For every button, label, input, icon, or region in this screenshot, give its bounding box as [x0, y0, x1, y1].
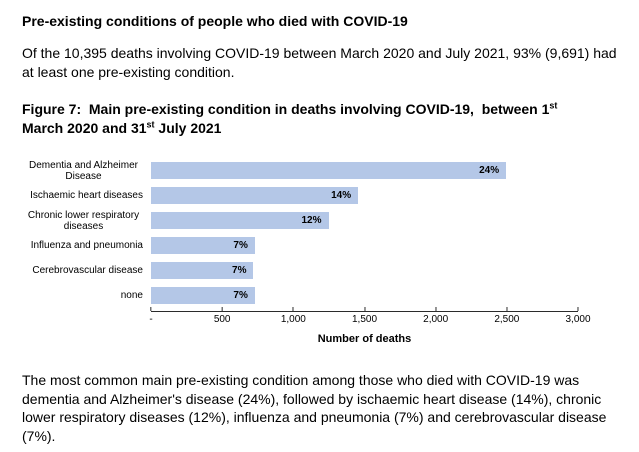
tick-mark [221, 307, 223, 311]
x-axis-tick: 1,000 [281, 307, 306, 325]
bar-track: 24% [151, 162, 578, 179]
bar-track: 7% [151, 262, 578, 279]
category-label-text: Ischaemic heart diseases [30, 190, 143, 201]
tick-mark [364, 307, 365, 311]
tick-mark [435, 307, 437, 311]
category-label-text: Dementia and Alzheimer Disease [29, 159, 138, 182]
chart-row: Chronic lower respiratory diseases 12% [24, 208, 625, 233]
x-axis-tick: 1,500 [352, 307, 377, 325]
chart-row: Cerebrovascular disease 7% [24, 258, 625, 283]
tick-label: 2,500 [494, 314, 520, 325]
category-label-text: Chronic lower respiratory diseases [27, 209, 140, 232]
tick-label: 1,000 [280, 314, 306, 325]
chart-row: none 7% [24, 283, 625, 308]
bar-value-label: 7% [233, 290, 248, 301]
x-axis-tick: 3,000 [565, 307, 591, 325]
figure-title-part2: March 2020 and 31 [22, 119, 147, 136]
category-label-cerebrovascular: Cerebrovascular disease [24, 258, 147, 283]
category-label-dementia: Dementia and Alzheimer Disease [24, 158, 147, 183]
chart-row: Ischaemic heart diseases 14% [24, 183, 625, 208]
axis-spacer [24, 311, 147, 329]
figure-title-sup2: st [146, 118, 155, 129]
x-axis-tick: 500 [214, 307, 231, 325]
category-label-ischaemic: Ischaemic heart diseases [24, 183, 147, 208]
chart-row: Influenza and pneumonia 7% [24, 233, 625, 258]
category-label-respiratory: Chronic lower respiratory diseases [24, 208, 147, 233]
bar-track: 7% [151, 287, 578, 304]
page-title: Pre-existing conditions of people who di… [22, 13, 408, 29]
axis-spacer [24, 333, 147, 345]
x-axis: - 500 1,000 1,500 2,000 2,500 3,000 [149, 307, 591, 329]
bar-respiratory: 12% [151, 212, 329, 229]
bar-track: 12% [151, 212, 578, 229]
bar-cerebrovascular: 7% [151, 262, 254, 279]
figure-title-part3: July 2021 [154, 119, 222, 136]
bar-track: 7% [151, 237, 578, 254]
category-label-text: Influenza and pneumonia [30, 240, 143, 251]
bar-dementia: 24% [151, 162, 507, 179]
bar-value-label: 14% [331, 190, 352, 201]
tick-mark [577, 307, 579, 311]
bar-track: 14% [151, 187, 578, 204]
category-label-none: none [24, 283, 147, 308]
figure-title-part1: Figure 7: Main pre-existing condition in… [22, 101, 550, 117]
summary-paragraph: The most common main pre-existing condit… [22, 372, 607, 444]
tick-mark [292, 307, 294, 311]
tick-label: 1,500 [351, 314, 378, 325]
tick-label: 3,000 [565, 314, 591, 325]
tick-mark [506, 307, 508, 311]
tick-mark [150, 307, 152, 311]
bar-value-label: 7% [233, 240, 248, 251]
figure-title: Figure 7: Main pre-existing condition in… [22, 100, 632, 137]
bar-ischaemic: 14% [151, 187, 359, 204]
x-axis-tick: 2,000 [423, 307, 448, 325]
bar-value-label: 7% [232, 265, 247, 276]
x-axis-tick: 2,500 [494, 307, 519, 325]
bar-none: 7% [151, 287, 255, 304]
category-label-text: Cerebrovascular disease [32, 265, 143, 276]
bar-value-label: 12% [301, 215, 322, 226]
tick-label: 500 [213, 314, 231, 325]
x-axis-tick: - [149, 307, 153, 325]
category-label-text: none [120, 290, 143, 301]
figure-title-sup1: st [549, 100, 558, 111]
chart-row: Dementia and Alzheimer Disease 24% [24, 158, 625, 183]
tick-label: - [149, 314, 153, 325]
x-axis-title: Number of deaths [317, 333, 412, 345]
tick-label: 2,000 [423, 314, 449, 325]
bar-influenza: 7% [151, 237, 255, 254]
bar-value-label: 24% [479, 165, 500, 176]
intro-paragraph: Of the 10,395 deaths involving COVID-19 … [22, 45, 617, 80]
figure7-bar-chart: Dementia and Alzheimer Disease 24% Ischa… [24, 158, 625, 346]
category-label-influenza: Influenza and pneumonia [24, 233, 147, 258]
